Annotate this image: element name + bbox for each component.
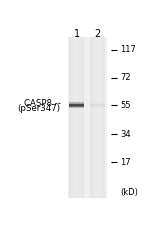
Bar bbox=[90, 37, 105, 198]
Bar bbox=[69, 106, 84, 107]
Bar bbox=[97, 37, 98, 198]
Bar bbox=[102, 37, 103, 198]
Bar bbox=[69, 108, 84, 109]
Bar bbox=[94, 37, 95, 198]
Bar bbox=[103, 37, 104, 198]
Bar bbox=[73, 37, 74, 198]
Bar bbox=[69, 108, 84, 109]
Bar bbox=[68, 37, 106, 198]
Bar bbox=[69, 104, 84, 105]
Bar bbox=[104, 37, 105, 198]
Bar bbox=[72, 37, 73, 198]
Bar bbox=[69, 105, 84, 106]
Bar bbox=[81, 37, 82, 198]
Bar bbox=[90, 101, 105, 102]
Bar bbox=[69, 103, 84, 104]
Bar bbox=[99, 37, 100, 198]
Bar bbox=[69, 107, 84, 108]
Text: (kD): (kD) bbox=[120, 188, 138, 197]
Bar bbox=[90, 37, 92, 198]
Bar bbox=[95, 37, 97, 198]
Bar bbox=[90, 104, 105, 105]
Bar bbox=[69, 37, 84, 198]
Bar bbox=[69, 103, 84, 104]
Text: CASP8 --: CASP8 -- bbox=[24, 99, 61, 108]
Bar bbox=[92, 37, 93, 198]
Bar bbox=[90, 108, 105, 109]
Bar bbox=[69, 107, 84, 108]
Bar bbox=[93, 37, 94, 198]
Text: 117: 117 bbox=[120, 46, 136, 55]
Bar bbox=[83, 37, 84, 198]
Text: 34: 34 bbox=[120, 130, 130, 139]
Bar bbox=[90, 105, 105, 106]
Bar bbox=[69, 106, 84, 107]
Bar bbox=[69, 102, 84, 103]
Bar bbox=[69, 102, 84, 103]
Bar bbox=[74, 37, 76, 198]
Bar bbox=[100, 37, 102, 198]
Text: 1: 1 bbox=[74, 29, 80, 39]
Text: 17: 17 bbox=[120, 158, 130, 167]
Bar bbox=[98, 37, 99, 198]
Bar bbox=[69, 37, 71, 198]
Bar bbox=[79, 37, 81, 198]
Bar bbox=[71, 37, 72, 198]
Bar bbox=[90, 102, 105, 103]
Bar bbox=[77, 37, 78, 198]
Bar bbox=[76, 37, 77, 198]
Bar bbox=[82, 37, 83, 198]
Bar bbox=[69, 101, 84, 102]
Bar bbox=[69, 105, 84, 106]
Text: (pSer347): (pSer347) bbox=[18, 104, 61, 113]
Text: 72: 72 bbox=[120, 73, 130, 82]
Bar bbox=[69, 104, 84, 105]
Bar bbox=[90, 107, 105, 108]
Text: 2: 2 bbox=[95, 29, 101, 39]
Bar bbox=[78, 37, 79, 198]
Text: 55: 55 bbox=[120, 100, 130, 109]
